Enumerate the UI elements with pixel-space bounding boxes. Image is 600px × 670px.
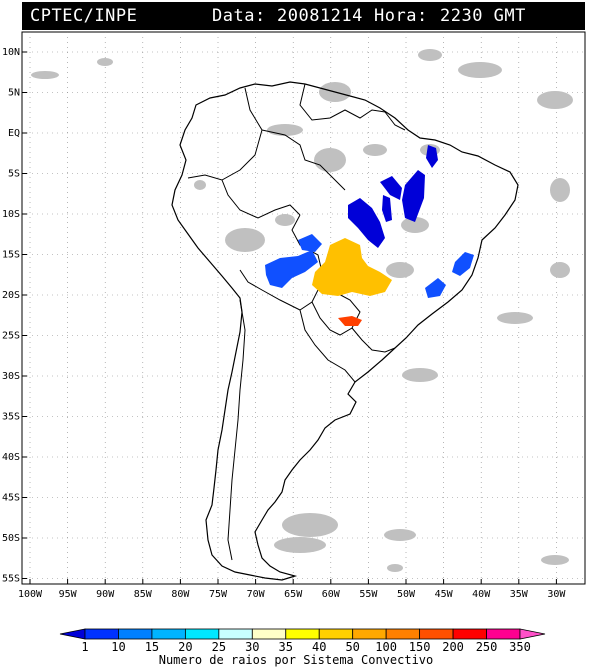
latitude-labels: 10N 5N EQ 5S 10S 15S 20S 25S 30S 35S 40S 45S 50S 55S xyxy=(2,47,20,585)
legend-value: 100 xyxy=(375,640,397,654)
legend-value: 350 xyxy=(509,640,531,654)
lat-label: 35S xyxy=(2,412,20,423)
lat-label: 45S xyxy=(2,493,20,504)
lon-label: 95W xyxy=(59,589,78,600)
legend-caption: Numero de raios por Sistema Convectivo xyxy=(159,653,434,667)
lon-label: 40W xyxy=(472,589,491,600)
legend-swatch xyxy=(151,628,186,640)
longitude-labels: 100W 95W 90W 85W 80W 75W 70W 65W 60W 55W 50W 45W 40W… xyxy=(18,589,566,600)
lon-label: 80W xyxy=(171,589,190,600)
lat-label: 15S xyxy=(2,250,20,261)
legend-swatch xyxy=(486,628,521,640)
legend-value-labels: 1 10 15 20 25 30 35 40 50 100 150 200 250 350 xyxy=(81,640,530,654)
lon-label: 35W xyxy=(510,589,529,600)
source-label: CPTEC/INPE xyxy=(30,6,138,26)
legend-value: 35 xyxy=(279,640,293,654)
legend-value: 250 xyxy=(476,640,498,654)
map-header: CPTEC/INPE Data: 20081214 Hora: 2230 GMT xyxy=(22,2,585,30)
legend-value: 1 xyxy=(81,640,88,654)
lon-label: 100W xyxy=(18,589,43,600)
legend-color-bar xyxy=(59,628,546,640)
south-america-coastline xyxy=(171,81,519,581)
legend-swatch xyxy=(285,628,320,640)
lon-label: 50W xyxy=(397,589,416,600)
lat-label: 55S xyxy=(2,574,20,585)
legend-value: 40 xyxy=(312,640,326,654)
legend-swatch xyxy=(251,628,287,640)
lat-label: 25S xyxy=(2,331,20,342)
lat-label: 20S xyxy=(2,290,20,301)
lon-label: 75W xyxy=(209,589,228,600)
time-label: Hora: xyxy=(374,6,428,26)
lat-label: 40S xyxy=(2,452,20,463)
legend-swatch xyxy=(184,628,220,640)
legend-max-arrow xyxy=(519,628,546,640)
lon-label: 70W xyxy=(247,589,266,600)
lat-label: 5N xyxy=(8,88,20,99)
lon-label: 30W xyxy=(547,589,566,600)
lat-label: 10N xyxy=(2,47,20,58)
lon-label: 90W xyxy=(96,589,115,600)
legend-value: 20 xyxy=(178,640,192,654)
legend-swatch xyxy=(385,628,421,640)
legend-min-arrow xyxy=(59,628,86,640)
legend-swatch xyxy=(419,628,454,640)
legend-swatch xyxy=(118,628,153,640)
lat-label: 5S xyxy=(8,169,20,180)
lon-label: 45W xyxy=(435,589,454,600)
legend-value: 200 xyxy=(442,640,464,654)
lat-label: 10S xyxy=(2,209,20,220)
legend-swatch xyxy=(452,628,487,640)
legend-value: 15 xyxy=(145,640,159,654)
legend-value: 50 xyxy=(345,640,359,654)
legend-swatch xyxy=(318,628,354,640)
time-value: 2230 GMT xyxy=(440,6,526,26)
lat-label: EQ xyxy=(8,128,20,139)
lat-label: 30S xyxy=(2,371,20,382)
lon-label: 60W xyxy=(322,589,341,600)
lon-label: 55W xyxy=(359,589,378,600)
legend-value: 30 xyxy=(245,640,259,654)
lon-label: 85W xyxy=(134,589,153,600)
legend-value: 25 xyxy=(212,640,226,654)
lightning-cells xyxy=(265,145,474,326)
lon-label: 65W xyxy=(284,589,303,600)
legend-swatch xyxy=(352,628,387,640)
date-label: Data: xyxy=(212,6,266,26)
legend-value: 10 xyxy=(111,640,125,654)
grid-lines xyxy=(22,32,585,584)
legend-value: 150 xyxy=(409,640,431,654)
legend-swatch xyxy=(218,628,253,640)
date-value: 20081214 xyxy=(277,6,363,26)
lat-label: 50S xyxy=(2,533,20,544)
legend-swatch xyxy=(84,628,119,640)
